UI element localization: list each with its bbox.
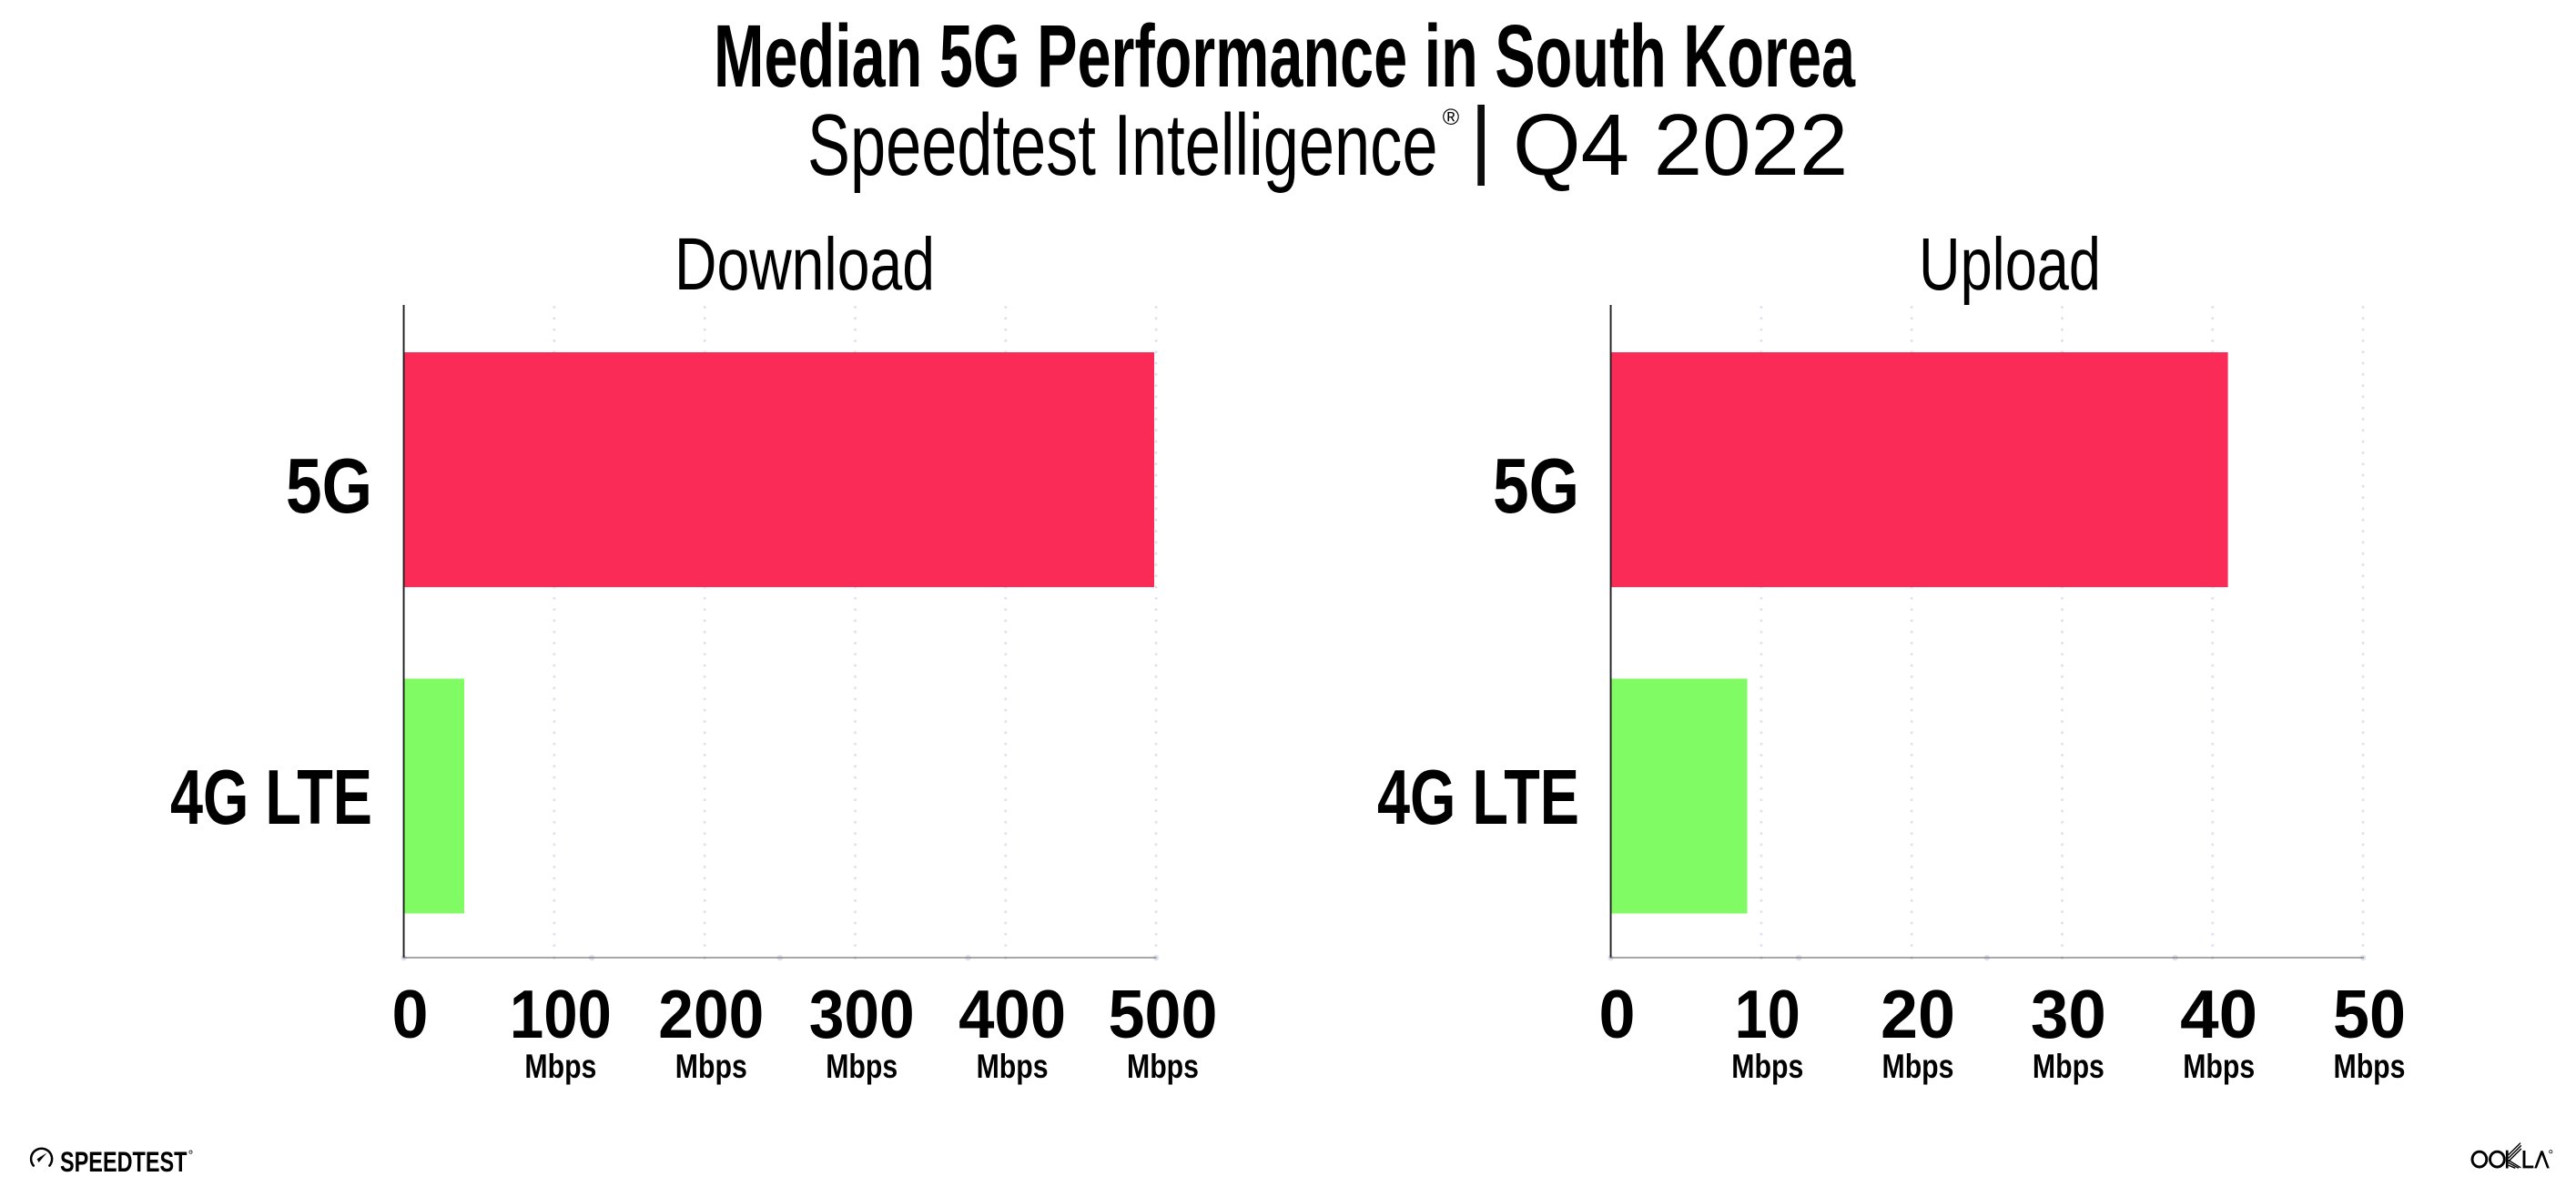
svg-text:Mbps: Mbps (2183, 1048, 2255, 1085)
svg-text:4G LTE: 4G LTE (170, 755, 372, 841)
svg-text:Mbps: Mbps (1127, 1048, 1199, 1085)
svg-text:Mbps: Mbps (1882, 1048, 1954, 1085)
svg-text:200: 200 (658, 976, 764, 1052)
svg-text:300: 300 (809, 976, 915, 1052)
svg-text:5G: 5G (1493, 443, 1579, 530)
svg-text:Median 5G Performance in South: Median 5G Performance in South Korea (714, 6, 1856, 106)
svg-text:Speedtest Intelligence: Speedtest Intelligence (807, 96, 1438, 194)
svg-text:Mbps: Mbps (524, 1048, 596, 1085)
svg-text:Mbps: Mbps (2033, 1048, 2104, 1085)
svg-text:Mbps: Mbps (826, 1048, 898, 1085)
svg-text:Mbps: Mbps (977, 1048, 1049, 1085)
svg-text:Mbps: Mbps (675, 1048, 747, 1085)
svg-text:50: 50 (2333, 976, 2406, 1052)
svg-text:10: 10 (1735, 976, 1800, 1052)
svg-text:400: 400 (958, 976, 1066, 1052)
svg-text:Q4 2022: Q4 2022 (1513, 96, 1848, 194)
svg-text:®: ® (1443, 105, 1460, 130)
svg-text:30: 30 (2031, 976, 2106, 1052)
svg-text:Upload: Upload (1919, 223, 2101, 306)
svg-text:500: 500 (1109, 976, 1218, 1052)
svg-text:Mbps: Mbps (1731, 1048, 1803, 1085)
svg-text:Mbps: Mbps (2334, 1048, 2406, 1085)
svg-text:0: 0 (392, 976, 429, 1052)
svg-text:20: 20 (1881, 976, 1955, 1052)
svg-text:40: 40 (2180, 976, 2257, 1052)
svg-text:Download: Download (674, 223, 935, 306)
svg-text:4G LTE: 4G LTE (1377, 755, 1579, 841)
svg-text:SPEEDTEST: SPEEDTEST (60, 1145, 188, 1178)
svg-text:100: 100 (510, 976, 612, 1052)
svg-text:0: 0 (1599, 976, 1636, 1052)
svg-text:5G: 5G (286, 443, 372, 530)
